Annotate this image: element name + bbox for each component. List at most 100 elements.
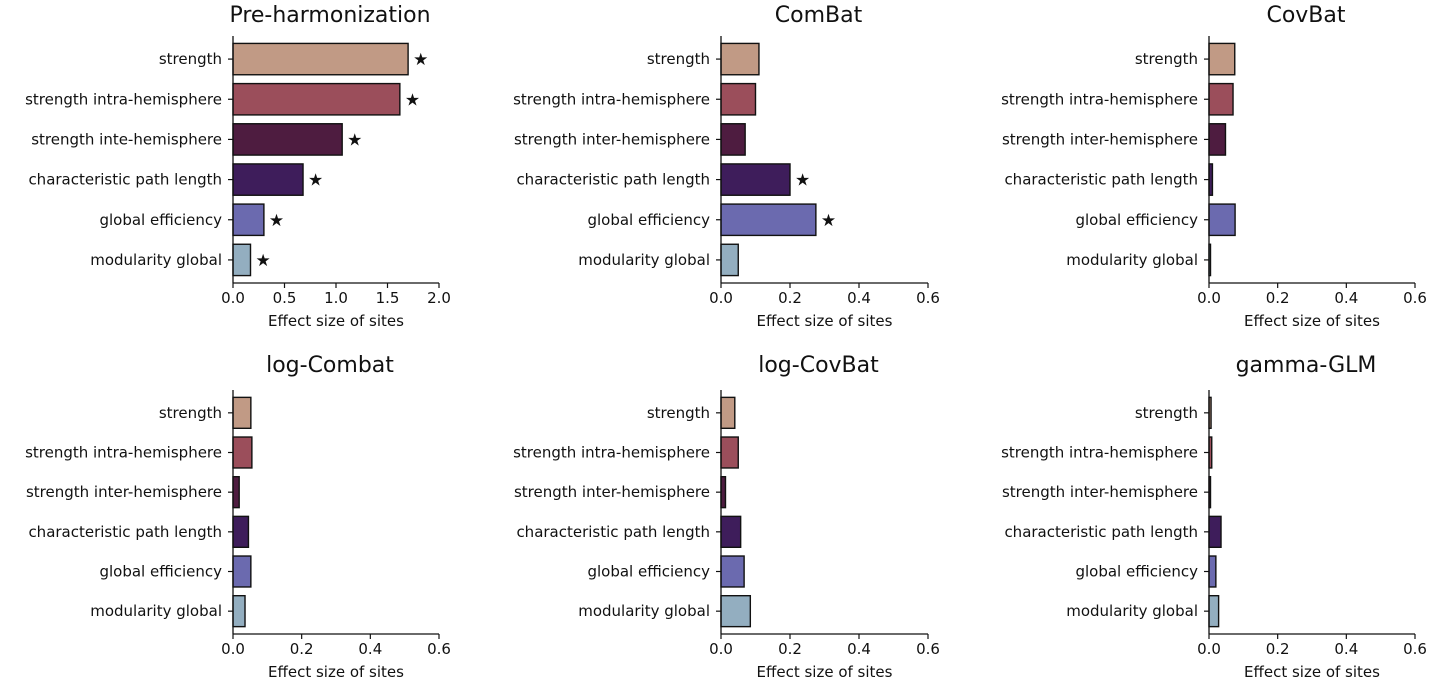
x-axis-label: Effect size of sites [1244, 663, 1380, 681]
chart-panel-5: log-CovBat strength strength intra-hemisph… [513, 353, 940, 681]
category-label: strength intra-hemisphere [25, 90, 222, 108]
significance-star: ★ [347, 130, 362, 150]
significance-star: ★ [405, 90, 420, 110]
category-label: strength [647, 404, 710, 422]
x-axis-label: Effect size of sites [757, 663, 893, 681]
bar-6 [720, 243, 739, 277]
category-label: characteristic path length [1004, 523, 1198, 541]
bar-1 [232, 396, 252, 430]
category-label: characteristic path length [1004, 171, 1198, 189]
x-tick-label: 0.0 [1197, 289, 1221, 307]
bar-6 [232, 243, 252, 277]
bar-2 [232, 82, 401, 116]
category-label: strength inter-hemisphere [1002, 483, 1198, 501]
bar-1 [720, 396, 736, 430]
significance-star: ★ [413, 50, 428, 70]
bar-4 [720, 515, 742, 549]
bar-5 [720, 555, 745, 588]
x-tick-label: 0.0 [709, 289, 733, 307]
chart-panel-2: ComBat strength strength intra-hemisphere s… [513, 3, 940, 330]
bar-2 [1208, 82, 1234, 116]
bar-6 [1208, 594, 1220, 628]
bar-5 [232, 203, 265, 237]
category-label: strength [159, 50, 222, 68]
x-tick-label: 0.6 [916, 640, 940, 658]
category-label: strength inter-hemisphere [26, 483, 222, 501]
bar-4 [232, 515, 250, 549]
x-tick-label: 0.2 [1266, 640, 1290, 658]
x-tick-label: 0.4 [1334, 289, 1358, 307]
category-label: global efficiency [587, 563, 710, 581]
category-label: global efficiency [1075, 563, 1198, 581]
bar-3 [232, 475, 240, 509]
x-tick-label: 0.4 [1334, 640, 1358, 658]
x-tick-label: 0.0 [221, 640, 245, 658]
bar-3 [232, 123, 343, 156]
bar-4 [1208, 515, 1222, 549]
bar-5 [1208, 203, 1236, 237]
x-tick-label: 0.6 [916, 289, 940, 307]
bar-2 [720, 82, 757, 116]
category-label: strength inte-hemisphere [31, 130, 222, 148]
bar-3 [1208, 123, 1227, 156]
x-tick-label: 0.2 [290, 640, 314, 658]
category-label: global efficiency [99, 211, 222, 229]
chart-title: CovBat [1266, 3, 1345, 28]
x-tick-label: 0.2 [778, 640, 802, 658]
x-tick-label: 0.2 [1266, 289, 1290, 307]
category-label: modularity global [90, 251, 222, 269]
significance-star: ★ [795, 171, 810, 191]
category-label: strength [1135, 50, 1198, 68]
x-tick-label: 0.0 [709, 640, 733, 658]
category-label: strength [647, 50, 710, 68]
category-label: characteristic path length [516, 171, 710, 189]
category-label: modularity global [1066, 251, 1198, 269]
x-tick-label: 0.4 [358, 640, 382, 658]
category-label: modularity global [578, 251, 710, 269]
significance-star: ★ [269, 211, 284, 231]
x-tick-label: 0.6 [427, 640, 451, 658]
bar-3 [720, 123, 746, 156]
x-tick-label: 0.2 [778, 289, 802, 307]
category-label: characteristic path length [516, 523, 710, 541]
chart-panel-6: gamma-GLM strength strength intra-hemisphe… [1001, 353, 1427, 681]
category-label: global efficiency [587, 211, 710, 229]
significance-star: ★ [821, 211, 836, 231]
chart-panel-4: log-Combat strength strength intra-hemisph… [25, 353, 451, 681]
x-axis-label: Effect size of sites [1244, 312, 1380, 330]
x-axis-label: Effect size of sites [268, 312, 404, 330]
x-axis-label: Effect size of sites [757, 312, 893, 330]
bar-4 [720, 163, 791, 196]
chart-title: ComBat [775, 3, 863, 28]
category-label: characteristic path length [28, 523, 222, 541]
chart-panel-1: Pre-harmonization strength ★ strength intra… [25, 3, 451, 330]
category-label: strength intra-hemisphere [1001, 444, 1198, 462]
category-label: strength [1135, 404, 1198, 422]
category-label: strength intra-hemisphere [513, 90, 710, 108]
category-label: strength inter-hemisphere [1002, 130, 1198, 148]
category-label: strength intra-hemisphere [25, 444, 222, 462]
bar-6 [232, 594, 246, 628]
chart-title: log-Combat [266, 353, 394, 378]
bar-1 [1208, 42, 1236, 76]
bar-4 [232, 163, 304, 196]
category-label: strength [159, 404, 222, 422]
x-tick-label: 0.0 [221, 289, 245, 307]
chart-panel-3: CovBat strength strength intra-hemisphere s… [1001, 3, 1427, 330]
x-tick-label: 0.5 [273, 289, 297, 307]
significance-star: ★ [256, 251, 271, 271]
category-label: global efficiency [99, 563, 222, 581]
category-label: modularity global [1066, 602, 1198, 620]
x-tick-label: 0.6 [1403, 640, 1427, 658]
category-label: strength inter-hemisphere [514, 130, 710, 148]
chart-title: log-CovBat [758, 353, 879, 378]
chart-title: Pre-harmonization [229, 3, 430, 28]
x-tick-label: 1.0 [324, 289, 348, 307]
chart-title: gamma-GLM [1236, 353, 1377, 378]
bar-2 [232, 436, 253, 469]
bar-2 [720, 436, 739, 469]
bar-1 [232, 42, 409, 76]
x-tick-label: 0.0 [1197, 640, 1221, 658]
